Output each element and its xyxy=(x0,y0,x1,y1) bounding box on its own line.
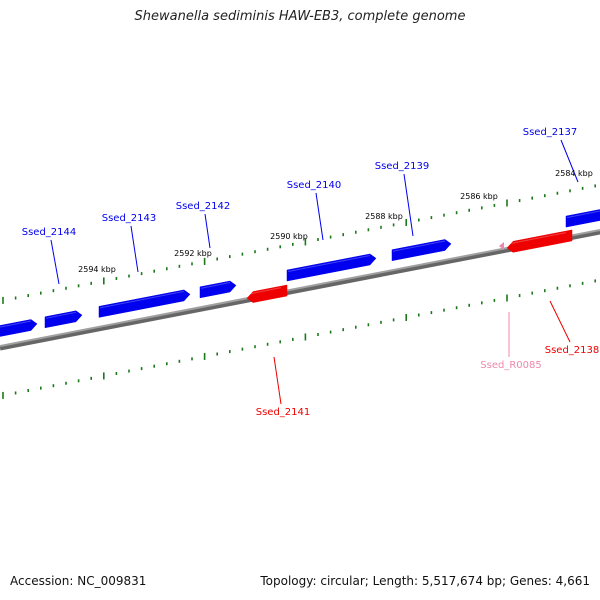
leader-ssed_2144 xyxy=(50,239,60,285)
gene-ssed-2138-highlight xyxy=(507,232,567,245)
gene-ssed-2138 xyxy=(506,229,573,253)
leader-ssed_2143 xyxy=(130,225,139,273)
gene-features xyxy=(0,209,600,337)
kbp-label: 2590 kbp xyxy=(270,232,308,241)
kbp-labels: 2584 kbp 2586 kbp 2588 kbp 2590 kbp 2592 kbp… xyxy=(78,169,593,274)
gene-label: Ssed_2139 xyxy=(375,161,430,172)
accession-text: Accession: NC_009831 xyxy=(10,574,147,588)
leader-ssed_2138 xyxy=(549,300,571,343)
gene-ssed-2144-highlight xyxy=(45,311,77,319)
gene-ssed-2139 xyxy=(391,239,452,262)
gene-ssed-2141 xyxy=(246,284,288,303)
leader-ssed_2140 xyxy=(315,192,324,241)
gene-label-leaders xyxy=(50,139,579,405)
gene-label: Ssed_2137 xyxy=(523,127,578,138)
map-title: Shewanella sediminis HAW-EB3, complete g… xyxy=(134,9,466,24)
genome-backbone-shadow xyxy=(0,229,600,351)
kbp-label: 2584 kbp xyxy=(555,169,593,178)
genome-summary-text: Topology: circular; Length: 5,517,674 bp… xyxy=(260,574,590,588)
gene-ssed-2137 xyxy=(565,209,600,228)
kbp-label: 2592 kbp xyxy=(174,249,212,258)
genome-backbone xyxy=(0,229,600,347)
gene-ssed-2142 xyxy=(199,280,237,299)
kbp-label: 2594 kbp xyxy=(78,265,116,274)
gene-ssed-2142-highlight xyxy=(200,282,231,289)
kbp-label: 2588 kbp xyxy=(365,212,403,221)
gene-label: Ssed_R0085 xyxy=(480,360,541,371)
ruler-ticks xyxy=(2,184,597,399)
gene-ssed-2143 xyxy=(98,289,191,318)
gene-ssed-2137-highlight xyxy=(566,210,600,219)
gene-label: Ssed_2140 xyxy=(287,180,342,191)
gene-ssed-2139-highlight xyxy=(392,240,446,252)
gene-labels: Ssed_2137 Ssed_2139 Ssed_2140 Ssed_2142 Ssed… xyxy=(22,127,600,418)
gene-ssed-2140 xyxy=(286,253,377,282)
gene-label: Ssed_2142 xyxy=(176,201,231,212)
gene-label: Ssed_2144 xyxy=(22,227,77,238)
leader-ssed_2141 xyxy=(273,356,282,405)
backbone-group xyxy=(0,229,600,351)
gene-ssed-2141-highlight xyxy=(247,287,282,295)
gene-ssed-2143-highlight xyxy=(99,290,185,309)
leader-ssed_2142 xyxy=(204,213,211,249)
gene-ssed-r0085 xyxy=(499,241,504,250)
leader-ssed_2139 xyxy=(403,173,414,237)
leader-ssed_2137 xyxy=(560,139,579,183)
gene-label: Ssed_2138 xyxy=(545,345,600,356)
gene-ssed-2140-highlight xyxy=(287,254,371,273)
gene-ssed-2145-partial-highlight xyxy=(0,320,32,328)
kbp-label: 2586 kbp xyxy=(460,192,498,201)
gene-label: Ssed_2143 xyxy=(102,213,157,224)
gene-label: Ssed_2141 xyxy=(256,407,311,418)
gene-ssed-2144 xyxy=(44,310,83,329)
gene-ssed-2145-partial xyxy=(0,319,38,337)
